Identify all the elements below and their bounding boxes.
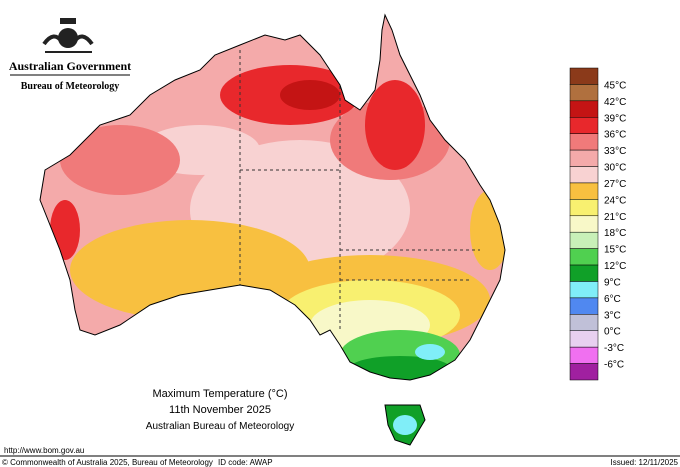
map-date: 11th November 2025	[169, 404, 271, 416]
legend-swatch	[569, 117, 599, 134]
legend-swatch	[569, 67, 599, 85]
legend-swatch	[569, 84, 599, 102]
legend-label: 6°C	[604, 294, 621, 305]
legend-swatch	[569, 248, 599, 266]
map-source: Australian Bureau of Meteorology	[146, 421, 294, 432]
map-title: Maximum Temperature (°C)	[152, 388, 287, 400]
legend-swatch	[569, 182, 599, 200]
legend-label: -6°C	[604, 360, 624, 371]
legend-swatch	[569, 215, 599, 233]
legend-label: 36°C	[604, 130, 626, 141]
legend-label: 21°C	[604, 212, 626, 223]
legend-label: 15°C	[604, 245, 626, 256]
legend-label: 42°C	[604, 97, 626, 108]
legend-label: 24°C	[604, 195, 626, 206]
legend-label: 39°C	[604, 113, 626, 124]
legend-swatch	[569, 199, 599, 217]
legend-label: -3°C	[604, 343, 624, 354]
legend-label: 33°C	[604, 146, 626, 157]
government: Australian Government	[9, 59, 131, 73]
legend-label: 0°C	[604, 327, 621, 338]
legend-swatch	[569, 363, 599, 381]
legend-swatch	[569, 297, 599, 315]
copyright: © Commonwealth of Australia 2025, Bureau…	[2, 458, 213, 467]
coat-of-arms	[42, 18, 94, 53]
legend-swatch	[569, 166, 599, 184]
legend-swatch	[569, 314, 599, 331]
tasmania-coast	[384, 404, 426, 446]
bureau: Bureau of Meteorology	[21, 81, 120, 92]
legend: 45°C 42°C 39°C 36°C 33°C 30°C 27°C 24°C 21°C 18°C…	[569, 67, 626, 381]
legend-label: 3°C	[604, 310, 621, 321]
legend-swatch	[569, 281, 599, 299]
legend-label: 9°C	[604, 277, 621, 288]
coastline	[39, 13, 506, 381]
legend-swatch	[569, 100, 599, 118]
legend-label: 18°C	[604, 228, 626, 239]
url: http://www.bom.gov.au	[4, 446, 84, 455]
legend-swatch	[569, 231, 599, 249]
issued: Issued: 12/11/2025	[611, 458, 679, 467]
legend-swatch	[569, 149, 599, 167]
legend-label: 30°C	[604, 163, 626, 174]
legend-label: 12°C	[604, 261, 626, 272]
id-code: ID code: AWAP	[218, 458, 273, 467]
legend-label: 27°C	[604, 179, 626, 190]
legend-swatch	[569, 264, 599, 282]
legend-swatch	[569, 133, 599, 151]
legend-label: 45°C	[604, 80, 626, 91]
legend-swatch	[569, 346, 599, 364]
legend-swatch	[569, 330, 599, 348]
